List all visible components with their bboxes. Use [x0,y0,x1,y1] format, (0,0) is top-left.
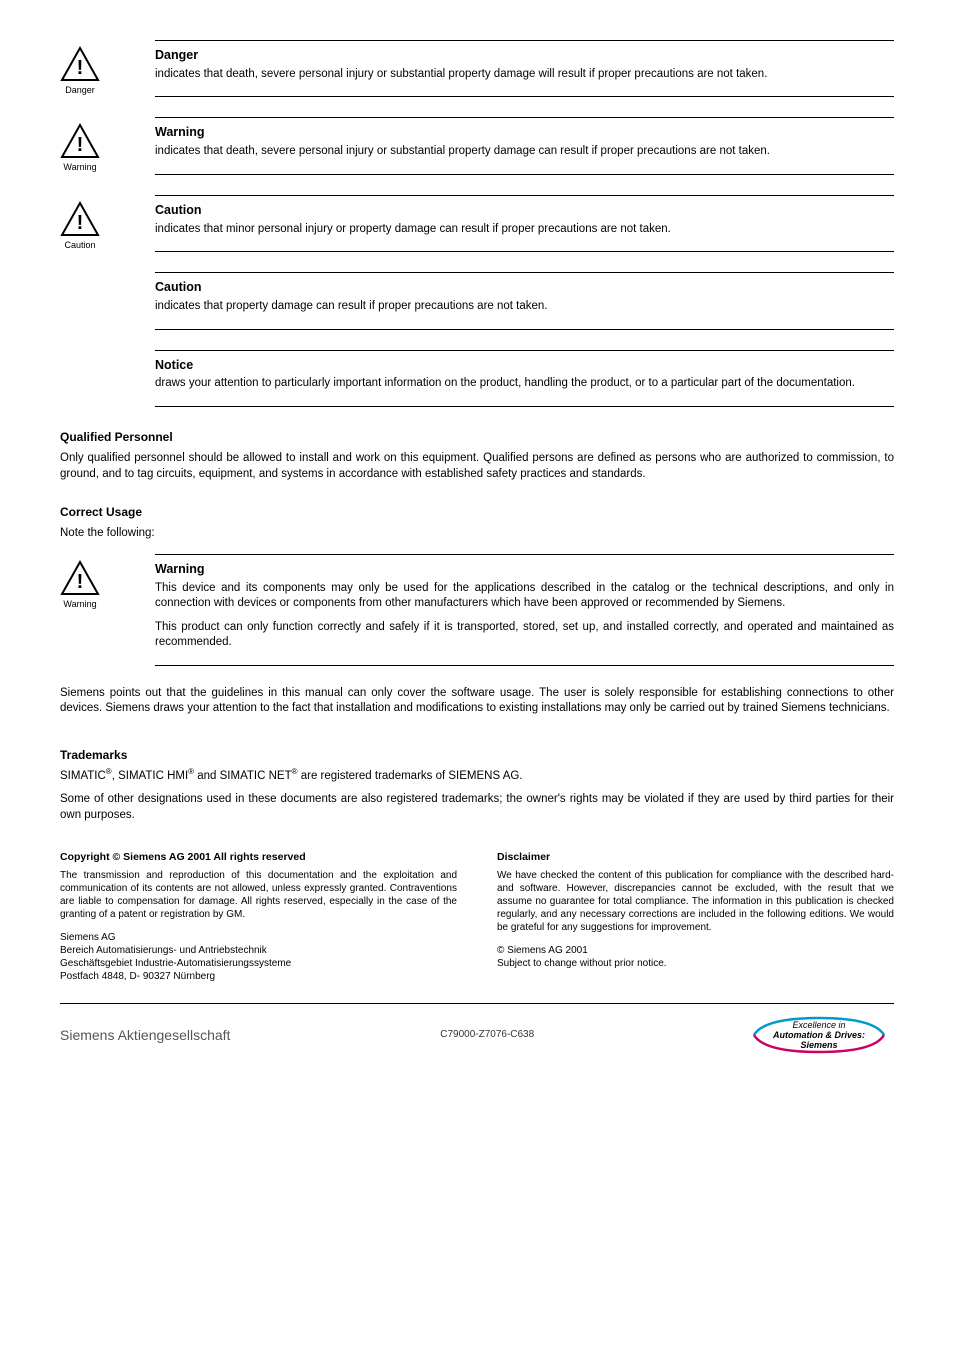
qualified-title: Qualified Personnel [60,429,894,445]
trademarks-title: Trademarks [60,747,894,763]
footer-company: Siemens Aktiengesellschaft [60,1026,230,1045]
tm-rest: are registered trademarks of SIEMENS AG. [298,770,523,782]
disclaimer-col: Disclaimer We have checked the content o… [497,851,894,983]
trademarks-body: SIMATIC®, SIMATIC HMI® and SIMATIC NET® … [60,767,894,823]
warning2-body: This device and its components may only … [155,581,894,612]
warning2-block: ! Warning Warning This device and its co… [60,554,894,666]
warning2-label: Warning [60,598,100,610]
caution1-title: Caution [155,202,894,219]
notice-content: Notice draws your attention to particula… [155,350,894,407]
warning-icon-col: ! Warning [60,117,155,174]
copyright-address: Siemens AG Bereich Automatisierungs- und… [60,931,457,983]
warning2-body2: This product can only function correctly… [155,620,894,651]
danger-title: Danger [155,47,894,64]
addr2: Bereich Automatisierungs- und Antriebste… [60,944,457,957]
caution1-block: ! Caution Caution indicates that minor p… [60,195,894,252]
warning2-title: Warning [155,561,894,578]
copyright-body: The transmission and reproduction of thi… [60,869,457,921]
notice-block: Notice draws your attention to particula… [60,350,894,407]
warning-title: Warning [155,124,894,141]
addr1: Siemens AG [60,931,457,944]
qualified-body: Only qualified personnel should be allow… [60,451,894,482]
caution2-content: Caution indicates that property damage c… [155,272,894,329]
caution1-label: Caution [60,239,100,251]
warning2-content: Warning This device and its components m… [155,554,894,666]
svg-text:Automation & Drives:: Automation & Drives: [772,1030,865,1040]
warning-triangle-icon: ! [60,46,100,82]
tm-hmi: , SIMATIC HMI [112,770,188,782]
copyright-row: Copyright © Siemens AG 2001 All rights r… [60,851,894,983]
caution2-icon-col [60,272,155,329]
correct-usage-title: Correct Usage [60,504,894,520]
warning-content: Warning indicates that death, severe per… [155,117,894,174]
danger-icon-col: ! Danger [60,40,155,97]
footer-divider [60,1003,894,1004]
svg-text:!: ! [77,134,84,156]
caution2-block: Caution indicates that property damage c… [60,272,894,329]
tm-net: and SIMATIC NET [194,770,292,782]
correct-usage-section: Correct Usage Note the following: [60,504,894,542]
correct-usage-intro: Note the following: [60,526,894,542]
qualified-section: Qualified Personnel Only qualified perso… [60,429,894,482]
copyright-title: Copyright © Siemens AG 2001 All rights r… [60,851,457,865]
danger-content: Danger indicates that death, severe pers… [155,40,894,97]
svg-text:Excellence in: Excellence in [792,1020,845,1030]
caution1-body: indicates that minor personal injury or … [155,222,894,238]
warning-body: indicates that death, severe personal in… [155,144,894,160]
siemens-logo: Excellence in Automation & Drives: Sieme… [744,1010,894,1060]
notice-icon-col [60,350,155,407]
warning2-icon-col: ! Warning [60,554,155,666]
copyright-col: Copyright © Siemens AG 2001 All rights r… [60,851,457,983]
notice-body: draws your attention to particularly imp… [155,376,894,392]
danger-block: ! Danger Danger indicates that death, se… [60,40,894,97]
addr3: Geschäftsgebiet Industrie-Automatisierun… [60,957,457,970]
svg-text:Siemens: Siemens [800,1040,837,1050]
disc-foot2: Subject to change without prior notice. [497,957,894,970]
danger-label: Danger [60,84,100,96]
svg-text:!: ! [77,212,84,234]
footer-row: Siemens Aktiengesellschaft C79000-Z7076-… [60,1010,894,1060]
svg-text:!: ! [77,57,84,79]
warning-triangle-icon: ! [60,201,100,237]
warning-triangle-icon: ! [60,560,100,596]
disclaimer-title: Disclaimer [497,851,894,865]
caution1-content: Caution indicates that minor personal in… [155,195,894,252]
tm-simatic: SIMATIC [60,770,106,782]
caution2-title: Caution [155,279,894,296]
addr4: Postfach 4848, D- 90327 Nürnberg [60,970,457,983]
notice-title: Notice [155,357,894,374]
disclaimer-footer: © Siemens AG 2001 Subject to change with… [497,944,894,970]
caution1-icon-col: ! Caution [60,195,155,252]
warning-triangle-icon: ! [60,123,100,159]
trademarks-line2: Some of other designations used in these… [60,792,894,823]
disc-foot1: © Siemens AG 2001 [497,944,894,957]
disclaimer-body: We have checked the content of this publ… [497,869,894,934]
trademarks-section: Trademarks SIMATIC®, SIMATIC HMI® and SI… [60,747,894,824]
warning-label: Warning [60,161,100,173]
note-after-warning: Siemens points out that the guidelines i… [60,686,894,717]
danger-body: indicates that death, severe personal in… [155,67,894,83]
svg-text:!: ! [77,571,84,593]
warning-block: ! Warning Warning indicates that death, … [60,117,894,174]
caution2-body: indicates that property damage can resul… [155,299,894,315]
footer-docnum: C79000-Z7076-C638 [440,1028,534,1042]
